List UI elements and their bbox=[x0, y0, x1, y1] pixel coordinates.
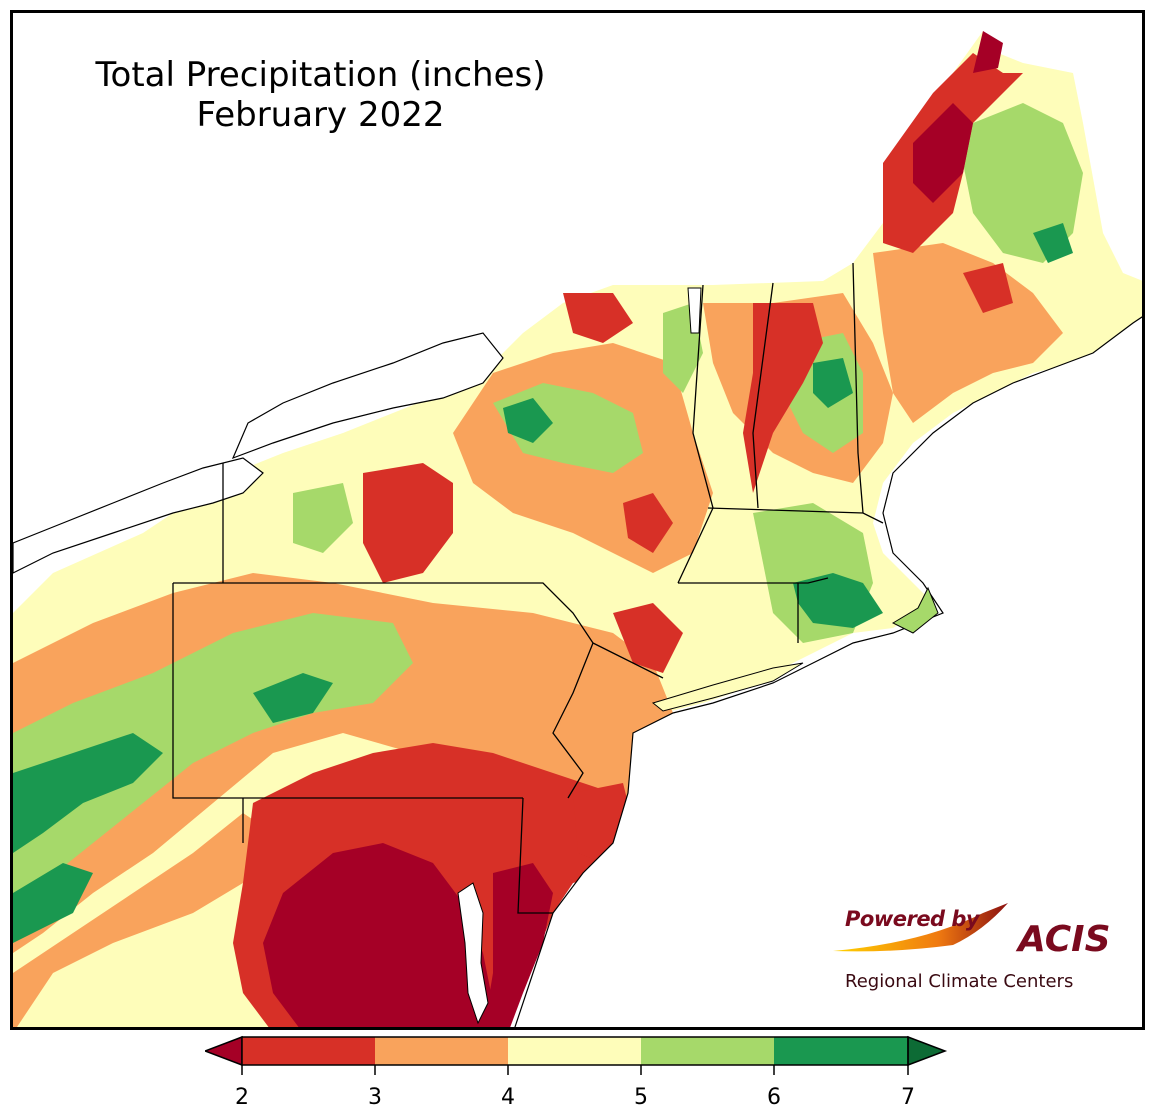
swoosh-graphic bbox=[833, 903, 1008, 952]
darkgreen-pa-west bbox=[13, 733, 163, 853]
legend-bin-4-5 bbox=[508, 1037, 641, 1065]
powered-by-text: Powered by bbox=[845, 907, 980, 931]
red-vt-nh bbox=[743, 303, 823, 493]
darkgreen-maine bbox=[1033, 223, 1073, 263]
darkgreen-ri-ma bbox=[793, 573, 883, 628]
state-boundaries bbox=[172, 262, 884, 914]
legend-tick-7: 7 bbox=[901, 1085, 915, 1110]
legend-tick-4: 4 bbox=[501, 1085, 515, 1110]
legend-tick-6: 6 bbox=[767, 1085, 781, 1110]
red-ny-center bbox=[623, 493, 673, 553]
legend-bin-5-6 bbox=[641, 1037, 774, 1065]
acis-brand-text: ACIS bbox=[1018, 919, 1111, 960]
ocean bbox=[514, 316, 1142, 1027]
orange-south bbox=[13, 813, 273, 1027]
darkgreen-pa-central bbox=[253, 673, 333, 723]
legend-bin-2-3 bbox=[242, 1037, 375, 1065]
acis-logo: Powered by ACIS Regional Climate Centers bbox=[833, 903, 1123, 1003]
legend-bar bbox=[202, 1035, 948, 1075]
map-title: Total Precipitation (inches) February 20… bbox=[53, 55, 588, 135]
lake-erie bbox=[13, 457, 264, 574]
lake-ontario bbox=[231, 332, 504, 460]
long-island bbox=[651, 662, 804, 712]
chesapeake-bay bbox=[457, 882, 489, 1025]
lake-champlain bbox=[687, 287, 702, 334]
darkred-md bbox=[263, 843, 493, 1027]
cape-cod bbox=[891, 586, 939, 634]
red-ny-west bbox=[363, 463, 453, 583]
title-line-2: February 2022 bbox=[196, 95, 445, 135]
darkred-delmarva bbox=[484, 863, 553, 1027]
rcc-text: Regional Climate Centers bbox=[845, 971, 1074, 992]
color-legend: 2 3 4 5 6 7 bbox=[202, 1035, 950, 1117]
orange-maine bbox=[873, 243, 1063, 423]
precipitation-map bbox=[13, 31, 1142, 1027]
legend-bin-below-2 bbox=[202, 1035, 243, 1067]
legend-tick-2: 2 bbox=[235, 1085, 249, 1110]
green-ny-west bbox=[293, 483, 353, 553]
title-line-1: Total Precipitation (inches) bbox=[95, 55, 546, 95]
darkgreen-pa-west2 bbox=[13, 863, 93, 943]
map-frame: Total Precipitation (inches) February 20… bbox=[10, 10, 1145, 1030]
legend-bin-3-4 bbox=[375, 1037, 508, 1065]
darkgreen-ny bbox=[503, 398, 553, 443]
darkred-maine bbox=[913, 103, 973, 203]
legend-tick-5: 5 bbox=[634, 1085, 648, 1110]
darkgreen-nh bbox=[813, 358, 853, 408]
legend-bin-6-7 bbox=[774, 1037, 908, 1065]
darkred-maine-top bbox=[973, 31, 1003, 73]
legend-tick-3: 3 bbox=[368, 1085, 382, 1110]
red-ny-north bbox=[563, 293, 633, 343]
green-maine bbox=[963, 103, 1083, 263]
red-maine-coast bbox=[963, 263, 1013, 313]
legend-bin-above-7 bbox=[907, 1035, 948, 1067]
red-ny-east bbox=[613, 603, 683, 673]
